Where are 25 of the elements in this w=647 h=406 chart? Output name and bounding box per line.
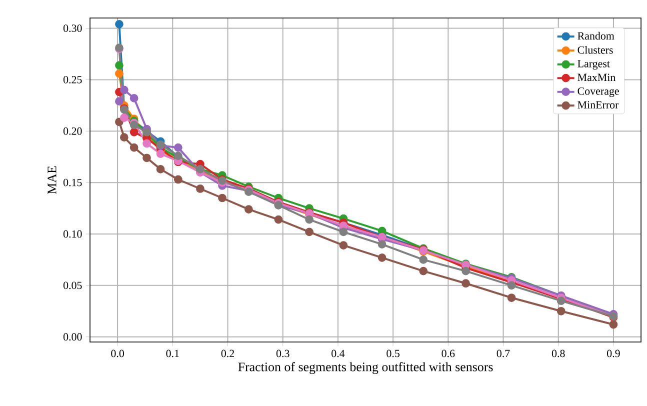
y-tick-label: 0.10 — [63, 230, 82, 238]
y-tick-label: 0.05 — [63, 282, 82, 290]
y-axis-title: MAE — [48, 166, 56, 194]
legend-label: Largest — [578, 60, 610, 70]
legend-label: Random — [578, 32, 614, 40]
x-tick-label: 0.7 — [496, 350, 510, 358]
x-tick-label: 0.9 — [607, 350, 620, 358]
y-tick-label: 0.00 — [63, 333, 82, 341]
x-tick-label: 0.1 — [166, 350, 179, 358]
x-tick-label: 0.0 — [111, 350, 124, 358]
x-tick-label: 0.6 — [442, 350, 455, 358]
x-tick-label: 0.2 — [221, 350, 234, 358]
y-tick-label: 0.30 — [63, 24, 82, 32]
legend-label: Clusters — [578, 46, 613, 54]
legend-label: MaxMin — [578, 74, 616, 82]
y-tick-label: 0.25 — [63, 76, 82, 84]
legend-label: MinError — [578, 101, 619, 109]
x-tick-label: 0.5 — [386, 350, 400, 358]
x-tick-label: 0.8 — [552, 350, 565, 358]
x-tick-label: 0.3 — [276, 350, 290, 358]
legend-label: Coverage — [578, 87, 619, 98]
x-tick-label: 0.4 — [332, 350, 345, 358]
x-axis-title: Fraction of segments being outfitted with sensors — [238, 362, 493, 374]
y-tick-label: 0.20 — [63, 127, 82, 135]
y-tick-label: 0.15 — [63, 178, 82, 186]
